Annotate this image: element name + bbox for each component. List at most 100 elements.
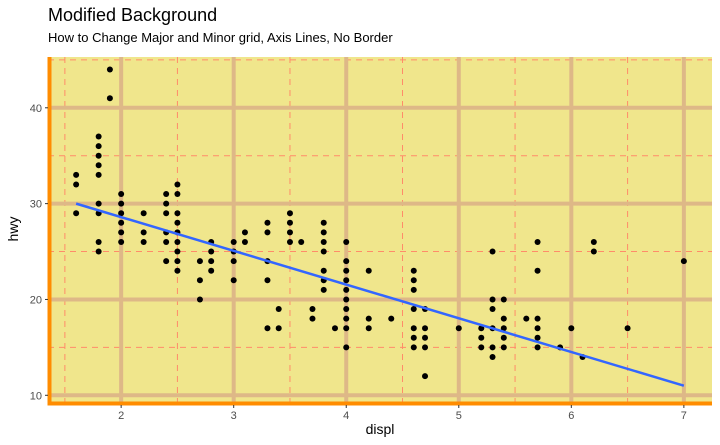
data-point: [95, 133, 102, 140]
data-point: [410, 267, 417, 274]
data-point: [534, 267, 541, 274]
data-point: [73, 210, 80, 217]
data-point: [331, 325, 338, 332]
data-point: [275, 306, 282, 313]
y-axis-title: hwy: [5, 217, 21, 242]
data-point: [95, 143, 102, 150]
data-point: [365, 267, 372, 274]
data-point: [422, 373, 429, 380]
data-point: [106, 66, 113, 73]
data-point: [95, 238, 102, 245]
data-point: [534, 325, 541, 332]
data-point: [320, 229, 327, 236]
data-point: [230, 277, 237, 284]
y-tick-label: 20: [30, 294, 42, 306]
data-point: [680, 258, 687, 265]
data-point: [422, 344, 429, 351]
y-tick-label: 10: [30, 390, 42, 402]
data-point: [410, 306, 417, 313]
data-point: [500, 344, 507, 351]
data-point: [174, 219, 181, 226]
data-point: [568, 325, 575, 332]
x-axis-title: displ: [366, 421, 395, 437]
data-point: [590, 248, 597, 255]
data-point: [343, 296, 350, 303]
data-point: [478, 334, 485, 341]
data-point: [174, 238, 181, 245]
data-point: [174, 258, 181, 265]
data-point: [500, 315, 507, 322]
data-point: [230, 258, 237, 265]
data-point: [534, 344, 541, 351]
data-point: [534, 315, 541, 322]
data-point: [534, 238, 541, 245]
data-point: [95, 248, 102, 255]
data-point: [478, 344, 485, 351]
data-point: [174, 267, 181, 274]
data-point: [298, 238, 305, 245]
data-point: [286, 238, 293, 245]
data-point: [230, 238, 237, 245]
data-point: [196, 258, 203, 265]
data-point: [118, 191, 125, 198]
data-point: [118, 229, 125, 236]
minor-grid: [48, 57, 712, 402]
data-point: [163, 210, 170, 217]
data-point: [309, 315, 316, 322]
data-point: [343, 315, 350, 322]
data-point: [95, 152, 102, 159]
data-point: [489, 248, 496, 255]
data-point: [264, 325, 271, 332]
data-point: [163, 200, 170, 207]
data-point: [208, 258, 215, 265]
data-point: [388, 315, 395, 322]
data-point: [174, 181, 181, 188]
data-point: [489, 296, 496, 303]
data-point: [455, 325, 462, 332]
data-point: [320, 286, 327, 293]
data-point: [624, 325, 631, 332]
data-point: [523, 315, 530, 322]
data-point: [118, 200, 125, 207]
data-point: [343, 344, 350, 351]
data-point: [163, 238, 170, 245]
data-point: [106, 95, 113, 102]
data-point: [286, 219, 293, 226]
data-point: [500, 325, 507, 332]
data-point: [118, 238, 125, 245]
y-axis-ticks: 10 20 30 40: [30, 103, 48, 402]
data-point: [140, 210, 147, 217]
data-point: [343, 258, 350, 265]
data-point: [410, 286, 417, 293]
data-point: [343, 277, 350, 284]
data-point: [174, 248, 181, 255]
data-point: [410, 344, 417, 351]
data-point: [208, 248, 215, 255]
x-tick-label: 4: [343, 410, 349, 422]
data-point: [590, 238, 597, 245]
data-point: [264, 219, 271, 226]
chart-title: Modified Background: [48, 5, 217, 25]
data-point: [410, 325, 417, 332]
data-point: [320, 267, 327, 274]
data-point: [208, 267, 215, 274]
data-point: [534, 334, 541, 341]
data-point: [163, 258, 170, 265]
data-point: [320, 238, 327, 245]
trend-line: [75, 202, 685, 387]
data-point: [500, 334, 507, 341]
x-tick-label: 3: [231, 410, 237, 422]
data-point: [343, 286, 350, 293]
data-point: [73, 181, 80, 188]
data-point: [196, 296, 203, 303]
data-point: [264, 277, 271, 284]
data-point: [95, 162, 102, 169]
data-point: [343, 267, 350, 274]
data-point: [73, 171, 80, 178]
data-point: [241, 238, 248, 245]
data-point: [163, 191, 170, 198]
data-point: [275, 325, 282, 332]
data-point: [196, 277, 203, 284]
data-point: [422, 325, 429, 332]
